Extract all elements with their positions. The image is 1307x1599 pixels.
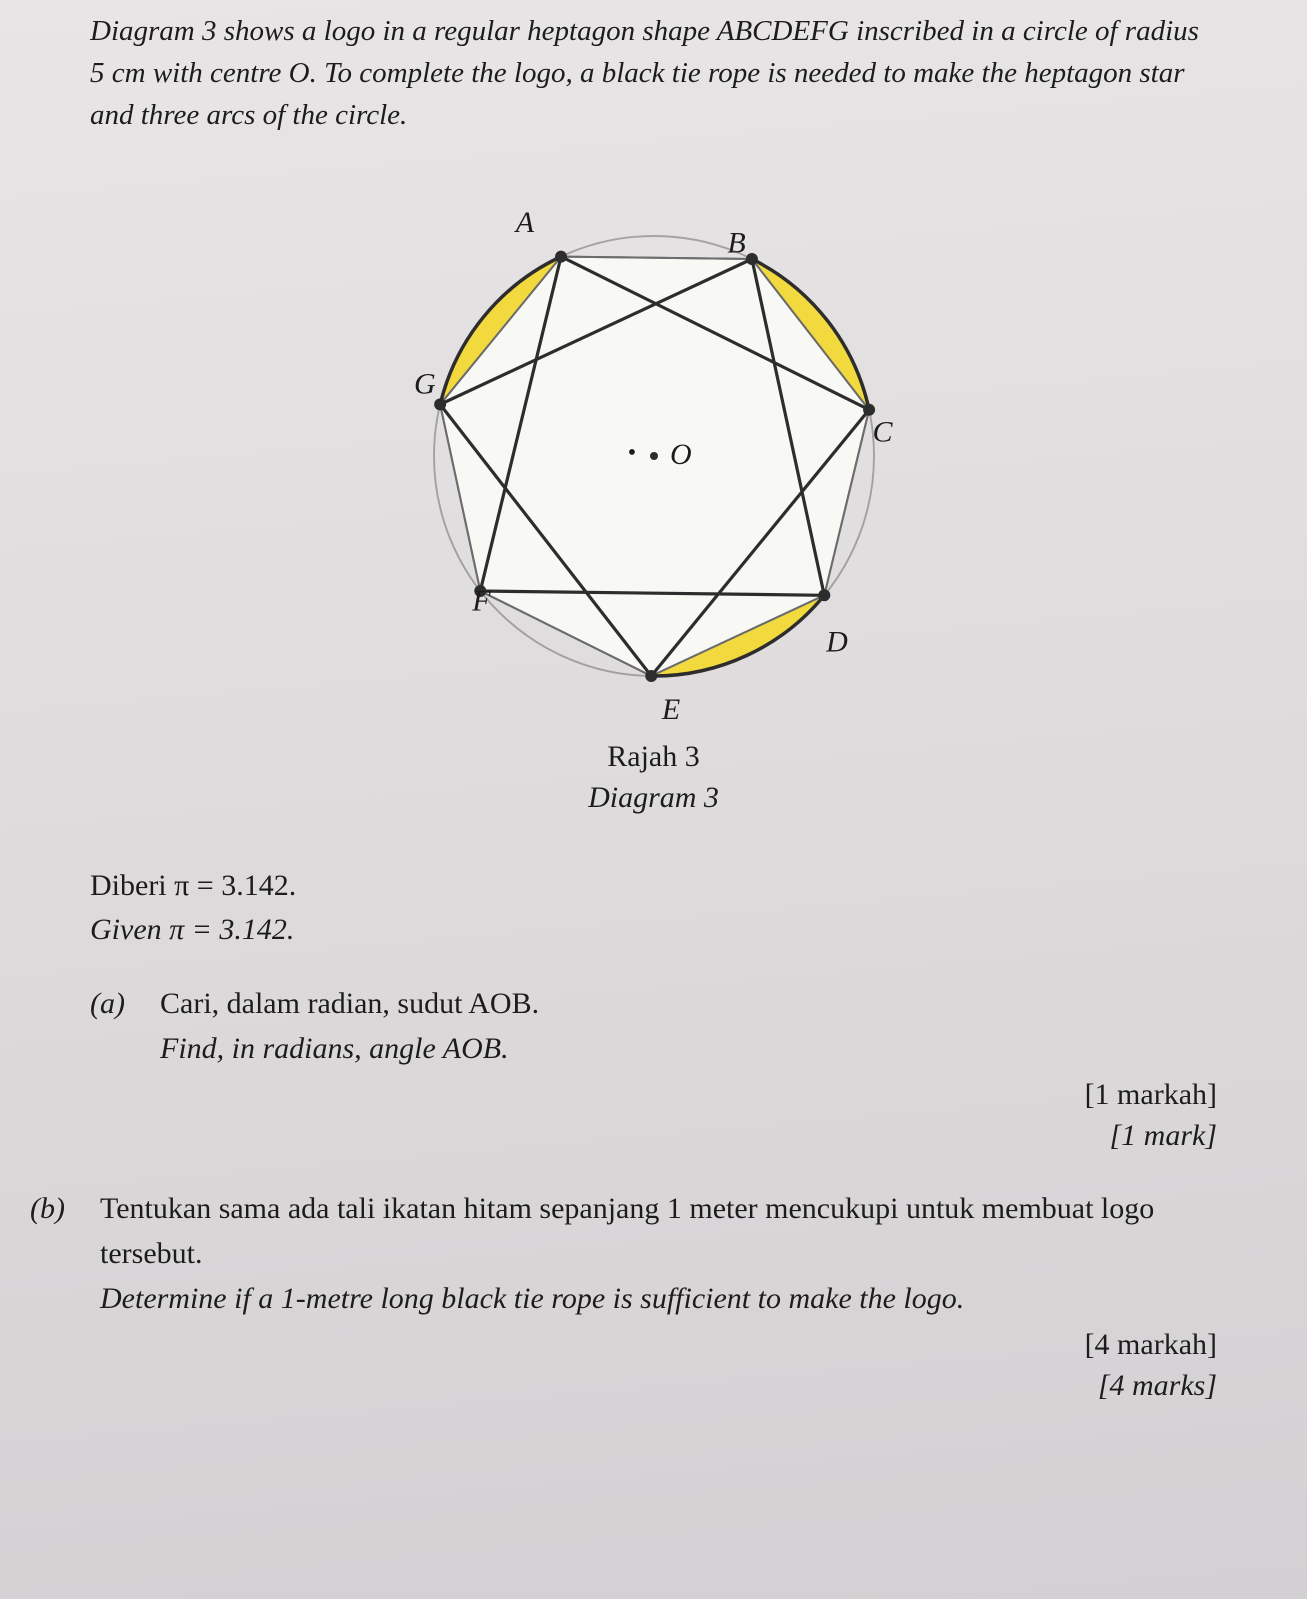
caption-en: Diagram 3 (588, 781, 719, 814)
heptagon-diagram: A B C D E F G • O (374, 166, 934, 726)
part-a-marks-en: [1 mark] (1109, 1119, 1217, 1152)
svg-text:D: D (825, 626, 848, 659)
part-b-label: (b) (30, 1186, 100, 1321)
given-en: Given π = 3.142. (90, 913, 294, 946)
svg-text:C: C (872, 416, 893, 449)
part-b-marks-en: [4 marks] (1098, 1369, 1217, 1402)
given-ms: Diberi π = 3.142. (90, 869, 296, 902)
svg-text:A: A (513, 206, 534, 239)
svg-text:E: E (660, 693, 679, 726)
part-b: (b) Tentukan sama ada tali ikatan hitam … (30, 1186, 1217, 1321)
part-a-marks: [1 markah] [1 mark] (90, 1075, 1217, 1156)
part-a-body: Cari, dalam radian, sudut AOB. Find, in … (160, 981, 1217, 1071)
part-b-body: Tentukan sama ada tali ikatan hitam sepa… (100, 1186, 1217, 1321)
svg-text:•: • (627, 440, 635, 466)
caption-ms: Rajah 3 (607, 740, 699, 773)
exam-page: Diagram 3 shows a logo in a regular hept… (0, 0, 1307, 1599)
part-b-marks: [4 markah] [4 marks] (90, 1325, 1217, 1406)
intro-paragraph: Diagram 3 shows a logo in a regular hept… (90, 10, 1217, 136)
part-a-marks-ms: [1 markah] (1085, 1078, 1217, 1111)
diagram-caption: Rajah 3 Diagram 3 (90, 737, 1217, 818)
part-a-ms: Cari, dalam radian, sudut AOB. (160, 987, 539, 1020)
part-b-ms: Tentukan sama ada tali ikatan hitam sepa… (100, 1192, 1154, 1270)
svg-text:B: B (727, 227, 745, 260)
part-b-en: Determine if a 1-metre long black tie ro… (100, 1282, 964, 1315)
given-block: Diberi π = 3.142. Given π = 3.142. (90, 864, 1217, 951)
diagram-container: A B C D E F G • O Rajah 3 Diagram 3 (90, 166, 1217, 818)
svg-text:O: O (670, 438, 692, 471)
svg-text:G: G (413, 368, 435, 401)
part-b-marks-ms: [4 markah] (1085, 1328, 1217, 1361)
part-a-en: Find, in radians, angle AOB. (160, 1032, 509, 1065)
svg-text:F: F (471, 585, 491, 618)
part-a-label: (a) (90, 981, 160, 1071)
part-a: (a) Cari, dalam radian, sudut AOB. Find,… (90, 981, 1217, 1071)
